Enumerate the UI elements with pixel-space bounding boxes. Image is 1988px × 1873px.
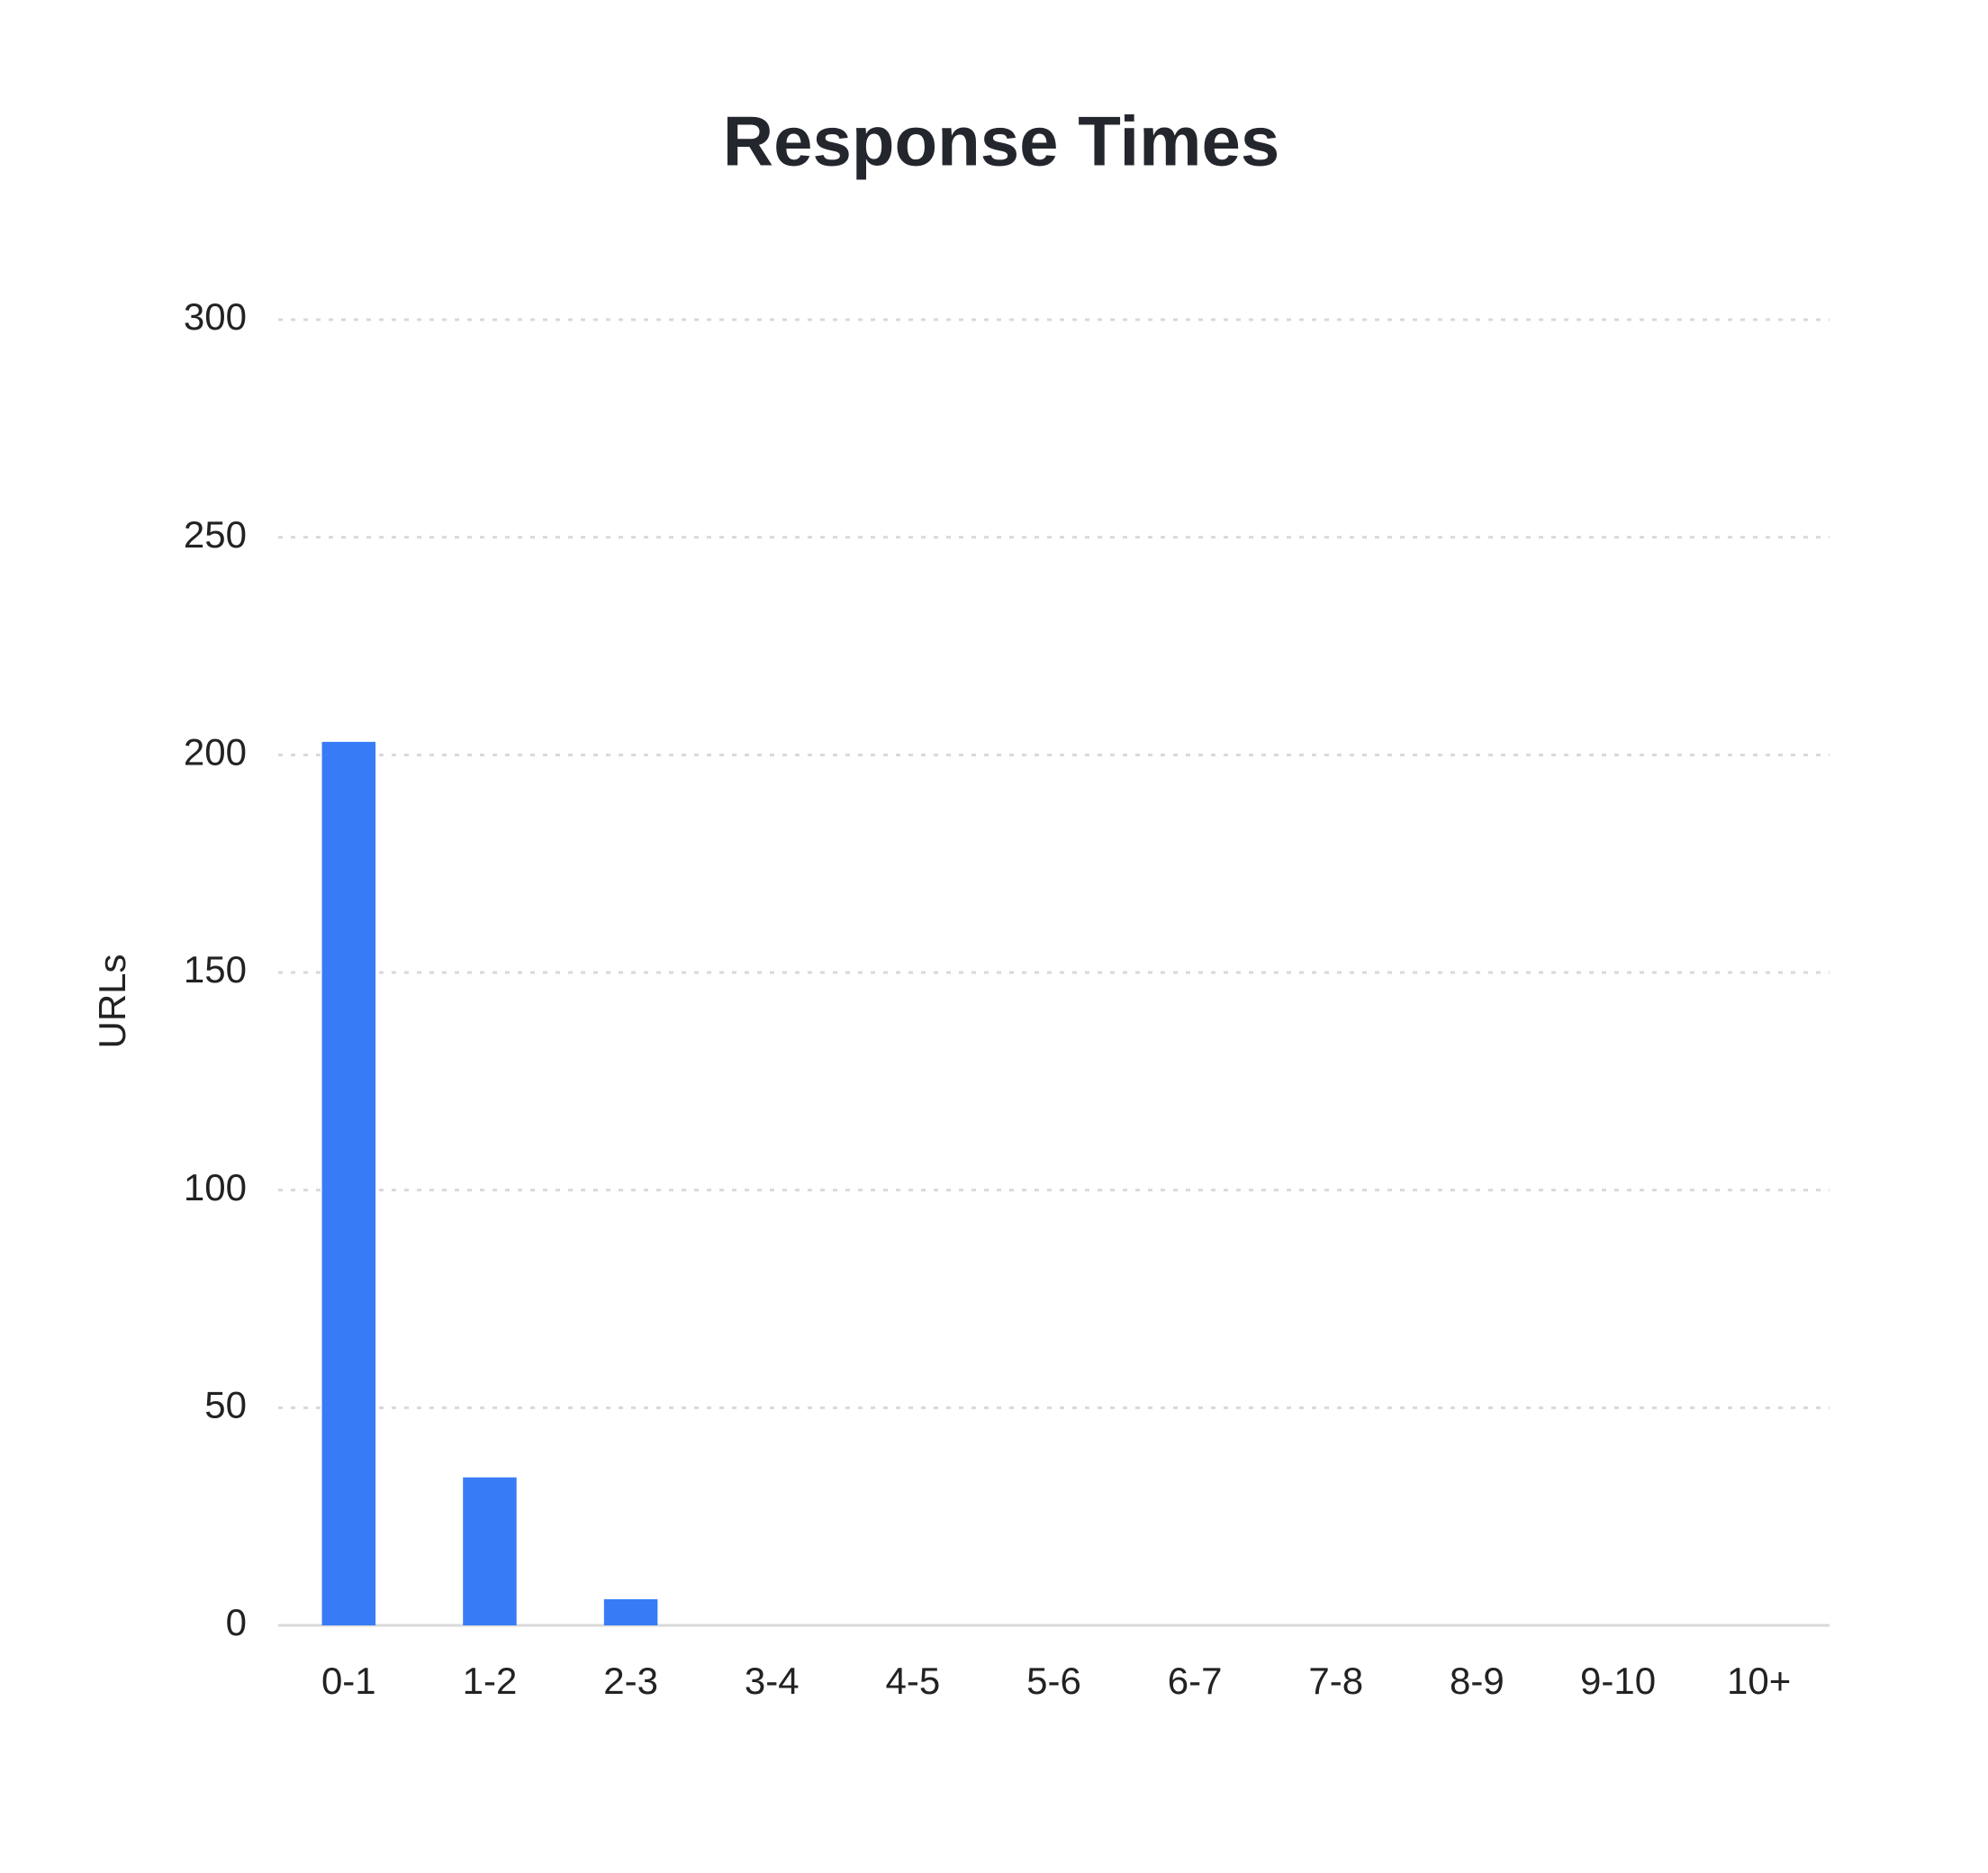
- x-tick-label: 9-10: [1580, 1660, 1656, 1702]
- x-tick-label: 3-4: [745, 1660, 800, 1702]
- y-tick-label: 150: [184, 948, 247, 991]
- chart-title: Response Times: [723, 102, 1279, 181]
- x-tick-label: 10+: [1727, 1660, 1791, 1702]
- x-tick-label: 7-8: [1308, 1660, 1363, 1702]
- x-tick-label: 0-1: [321, 1660, 376, 1702]
- y-tick-label: 100: [184, 1166, 247, 1208]
- y-tick-label: 50: [204, 1383, 247, 1425]
- y-tick-label: 300: [184, 295, 247, 338]
- y-tick-label: 250: [184, 513, 247, 556]
- y-axis-label: URLs: [91, 954, 133, 1048]
- x-tick-label: 8-9: [1450, 1660, 1505, 1702]
- x-tick-label: 4-5: [886, 1660, 941, 1702]
- x-tick-label: 2-3: [603, 1660, 658, 1702]
- y-tick-label: 200: [184, 730, 247, 773]
- bar: [603, 1599, 658, 1625]
- x-tick-label: 5-6: [1026, 1660, 1081, 1702]
- bar: [321, 741, 376, 1625]
- bar: [463, 1477, 517, 1625]
- y-tick-label: 0: [226, 1601, 247, 1643]
- x-tick-label: 6-7: [1168, 1660, 1223, 1702]
- x-tick-label: 1-2: [463, 1660, 518, 1702]
